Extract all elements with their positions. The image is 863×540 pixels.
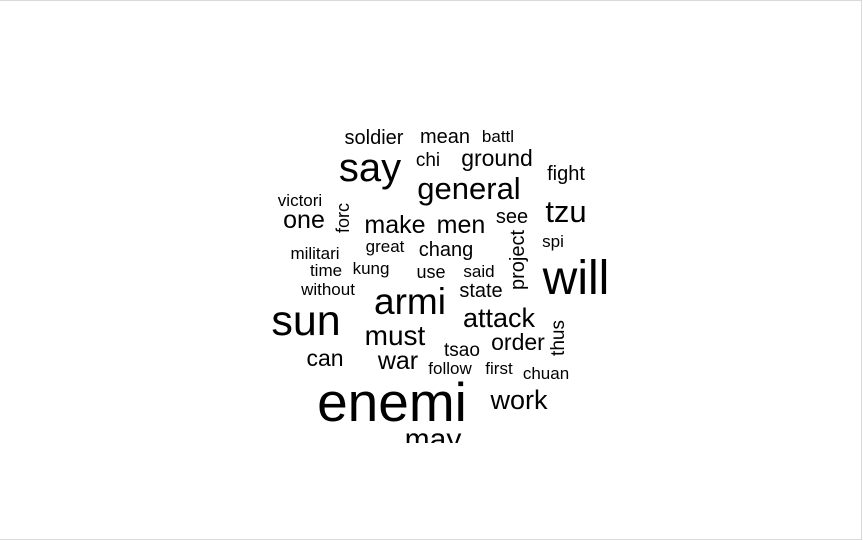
word-thus: thus (548, 320, 569, 356)
word-militari: militari (290, 244, 339, 263)
word-chuan: chuan (523, 364, 569, 383)
word-may: may (405, 423, 462, 456)
word-say: say (339, 146, 401, 190)
word-state: state (459, 280, 502, 302)
word-chi: chi (416, 150, 440, 171)
word-work: work (489, 385, 548, 415)
word-war: war (377, 347, 418, 375)
word-victori: victori (278, 191, 322, 210)
word-make: make (364, 211, 425, 239)
word-enemi: enemi (317, 371, 467, 433)
word-soldier: soldier (345, 127, 404, 149)
word-follow: follow (428, 359, 472, 378)
word-great: great (366, 237, 405, 256)
word-without: without (300, 280, 355, 299)
word-use: use (416, 262, 445, 282)
word-chang: chang (419, 239, 474, 261)
word-tzu: tzu (545, 194, 586, 229)
word-see: see (496, 206, 528, 228)
word-said: said (463, 262, 494, 281)
word-tsao: tsao (444, 340, 480, 361)
word-ground: ground (461, 145, 533, 171)
word-order: order (491, 329, 545, 355)
word-time: time (310, 261, 342, 280)
word-attack: attack (463, 303, 536, 333)
word-spi: spi (542, 232, 564, 251)
word-must: must (365, 320, 426, 351)
word-can: can (306, 345, 343, 371)
word-sun: sun (271, 297, 340, 345)
word-first: first (485, 359, 513, 378)
word-one: one (283, 206, 325, 234)
word-general: general (417, 171, 520, 206)
word-mean: mean (420, 126, 470, 148)
word-fight: fight (547, 163, 585, 185)
word-will: will (542, 252, 610, 305)
word-battl: battl (482, 127, 514, 146)
word-kung: kung (353, 259, 390, 278)
word-armi: armi (374, 281, 446, 322)
word-men: men (437, 211, 486, 239)
word-project: project (507, 230, 529, 290)
word-forc: forc (333, 203, 353, 233)
